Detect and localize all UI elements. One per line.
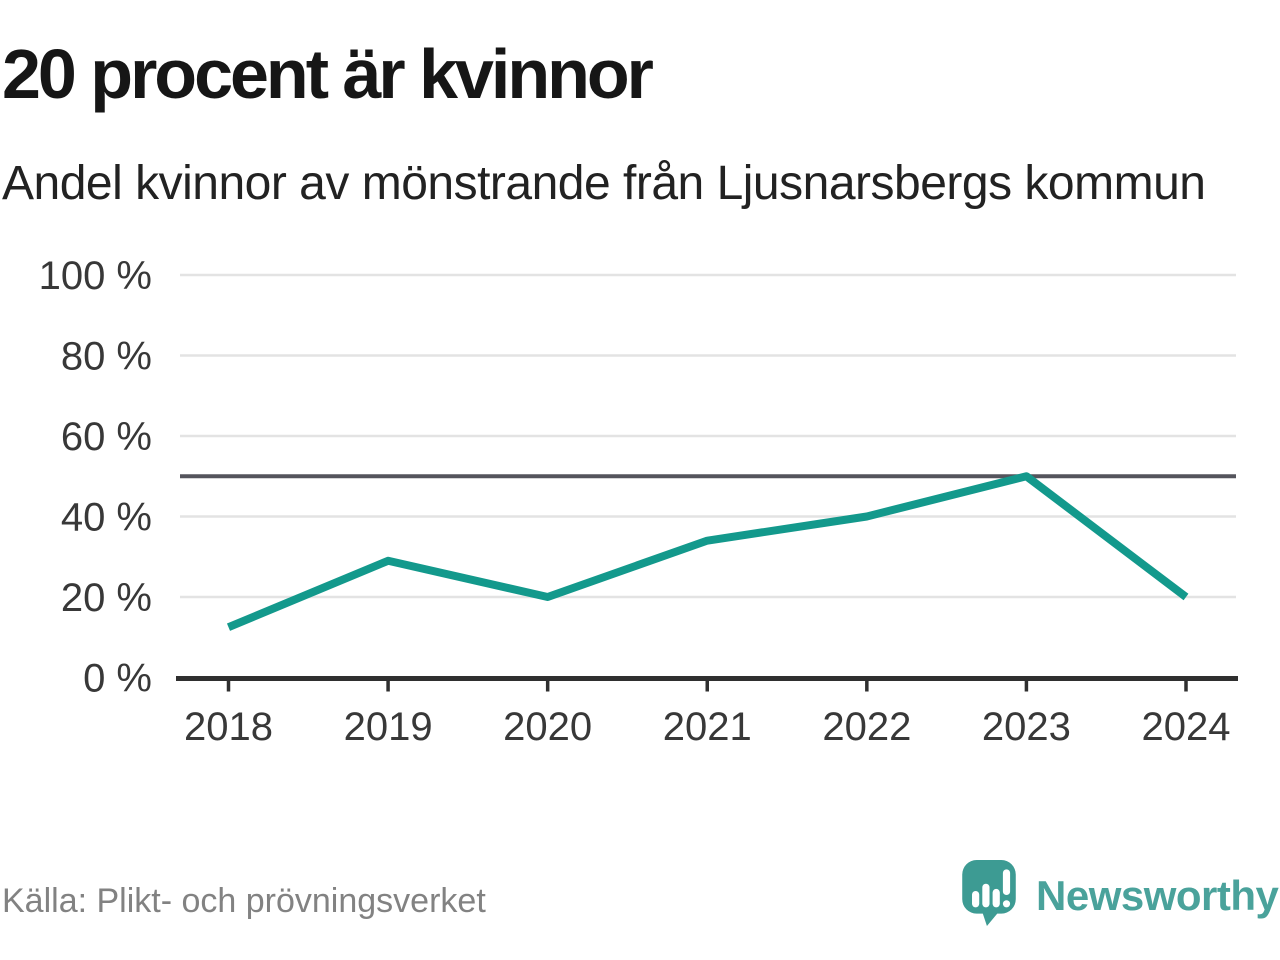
x-tick-label-2024: 2024: [1142, 705, 1231, 749]
x-tick-label-2023: 2023: [982, 705, 1071, 749]
logo-bar-1: [972, 890, 980, 908]
chart-subtitle: Andel kvinnor av mönstrande från Ljusnar…: [2, 157, 1206, 210]
logo-exclamation-dot: [1002, 900, 1011, 908]
newsworthy-logo-icon: [962, 860, 1016, 926]
brand-name: Newsworthy: [1036, 872, 1279, 919]
y-tick-label-80: 80 %: [61, 335, 152, 379]
x-tick-label-2018: 2018: [184, 705, 273, 749]
logo-exclamation-stem: [1002, 869, 1011, 896]
data-line-andel-kvinnor: [226, 472, 1189, 631]
x-tick-label-2020: 2020: [503, 705, 592, 749]
newsworthy-logo: Newsworthy: [960, 858, 1279, 928]
logo-bar-3: [992, 888, 1000, 908]
x-tick-label-2019: 2019: [344, 705, 433, 749]
chart-title: 20 procent är kvinnor: [2, 35, 654, 113]
y-tick-label-40: 40 %: [61, 496, 152, 540]
source-note: Källa: Plikt- och prövningsverket: [2, 882, 486, 920]
y-tick-label-100: 100 %: [39, 254, 152, 298]
x-tick-label-2022: 2022: [822, 705, 911, 749]
y-tick-label-60: 60 %: [61, 415, 152, 459]
y-tick-label-0: 0 %: [83, 657, 152, 701]
logo-bar-2: [982, 883, 990, 908]
y-tick-label-20: 20 %: [61, 576, 152, 620]
x-tick-label-2021: 2021: [663, 705, 752, 749]
